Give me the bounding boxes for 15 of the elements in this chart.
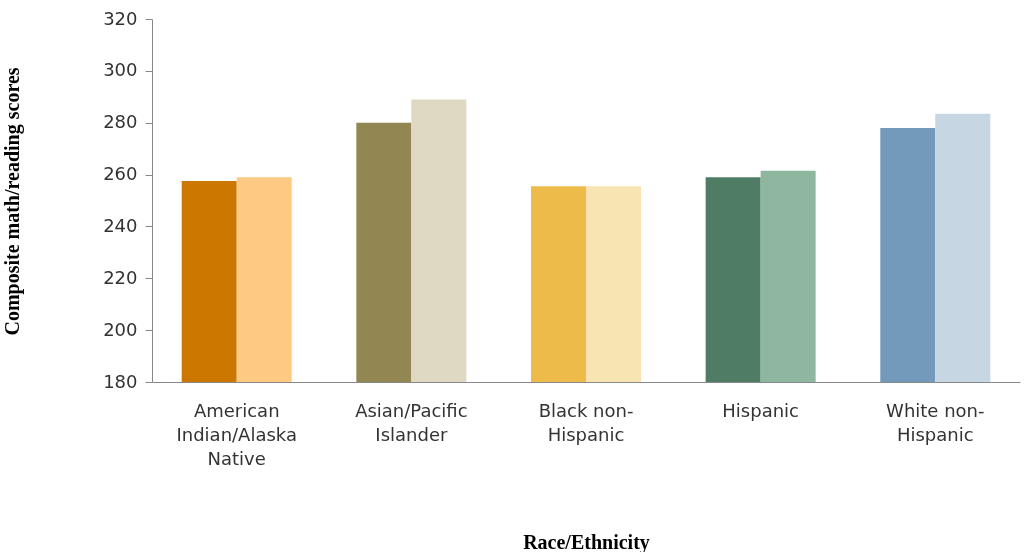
x-axis-title: Race/Ethnicity [523, 530, 650, 552]
x-tick-label: White non-Hispanic [886, 399, 985, 445]
y-tick-label: 280 [103, 111, 138, 133]
y-tick-label: 260 [103, 163, 138, 185]
x-tick-label: American Indian/Alaska Native [176, 399, 297, 469]
y-tick-label: 220 [103, 266, 138, 288]
y-tick-label: 300 [103, 59, 138, 81]
y-tick-label: 200 [103, 318, 138, 340]
y-axis-title: Composite math/reading scores [0, 67, 24, 336]
x-tick-label: Black non-Hispanic [538, 399, 634, 445]
y-tick-label: 180 [103, 370, 138, 392]
x-tick-label: Asian/Pacific Islander [355, 399, 468, 445]
y-tick-label: 320 [103, 7, 138, 29]
y-tick-label: 240 [103, 214, 138, 236]
x-tick-label: Hispanic [722, 399, 799, 421]
